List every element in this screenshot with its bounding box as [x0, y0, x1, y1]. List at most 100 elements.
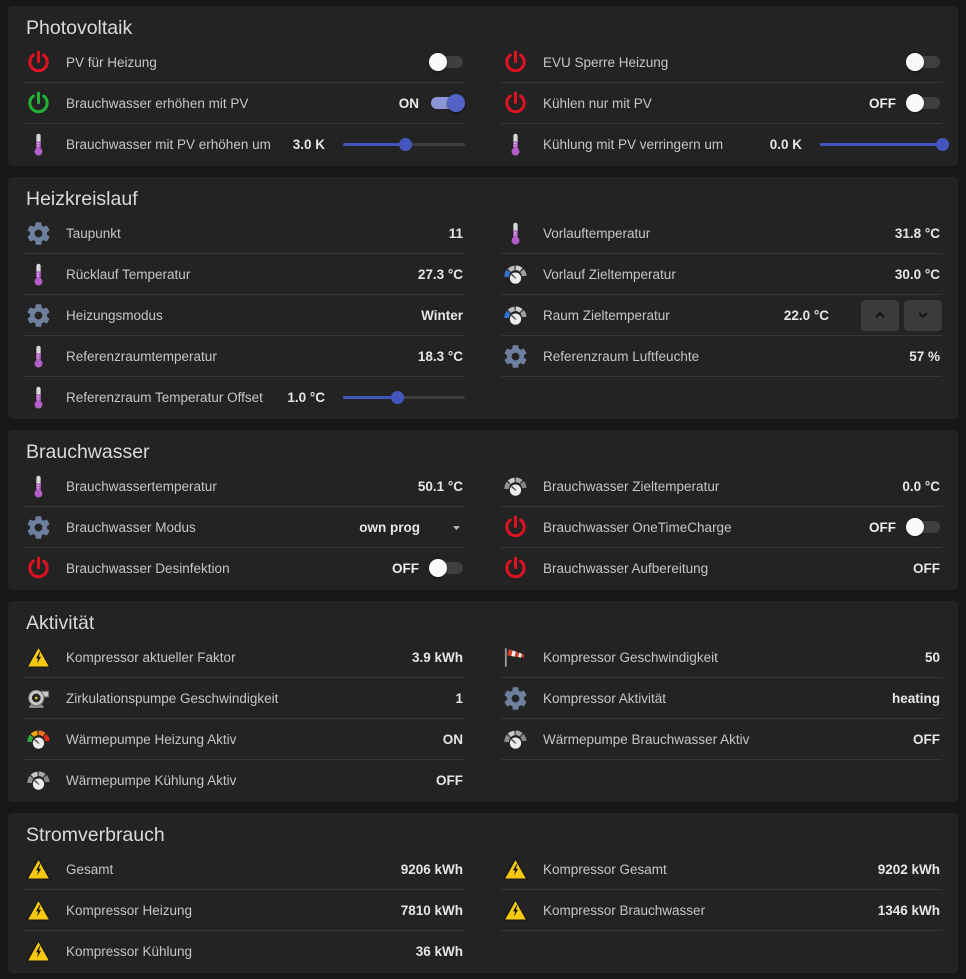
dropdown-caret-icon[interactable]: [448, 519, 465, 536]
increase-button[interactable]: [861, 299, 899, 331]
entity-value: 31.8 °C: [894, 225, 940, 241]
card-stromverbrauch: Stromverbrauch Gesamt 9206 kWh Kompressor …: [8, 813, 958, 973]
entity-value: 9202 kWh: [877, 861, 940, 877]
decrease-button[interactable]: [904, 299, 942, 331]
entity-label: Brauchwassertemperatur: [66, 478, 217, 494]
entity-label: Heizungsmodus: [66, 307, 163, 323]
card-title: Stromverbrauch: [26, 824, 165, 846]
entity-row[interactable]: Brauchwasser mit PV erhöhen um 3.0 K: [24, 124, 465, 164]
entity-label: Kompressor aktueller Faktor: [66, 649, 236, 665]
slider[interactable]: [343, 134, 465, 154]
entity-row[interactable]: Brauchwasser Aufbereitung OFF: [501, 548, 942, 588]
warning-icon: [24, 855, 52, 883]
entity-value: 11: [448, 225, 463, 241]
entity-value: own prog: [359, 519, 420, 535]
entity-row[interactable]: Kompressor Kühlung 36 kWh: [24, 931, 465, 971]
entity-label: Taupunkt: [66, 225, 121, 241]
entity-label: Vorlauftemperatur: [543, 225, 651, 241]
entity-label: Referenzraum Luftfeuchte: [543, 348, 700, 364]
entity-row[interactable]: Kühlen nur mit PV OFF: [501, 83, 942, 124]
warning-icon: [24, 896, 52, 924]
entity-row[interactable]: Zirkulationspumpe Geschwindigkeit 1: [24, 678, 465, 719]
slider[interactable]: [343, 387, 465, 407]
toggle-switch[interactable]: [906, 517, 942, 537]
thermometer-icon: [24, 342, 52, 370]
entity-row[interactable]: Heizungsmodus Winter: [24, 295, 465, 336]
card-column-left: Gesamt 9206 kWh Kompressor Heizung 7810 kWh…: [24, 849, 465, 971]
entity-label: Kühlung mit PV verringern um: [543, 136, 724, 152]
entity-value: 30.0 °C: [894, 266, 940, 282]
entity-row[interactable]: Brauchwasser Modus own prog: [24, 507, 465, 548]
entity-row[interactable]: Referenzraum Luftfeuchte 57 %: [501, 336, 942, 377]
entity-row[interactable]: PV für Heizung: [24, 42, 465, 83]
entity-label: Brauchwasser erhöhen mit PV: [66, 95, 249, 111]
thermometer-icon: [24, 130, 52, 158]
toggle-switch[interactable]: [429, 52, 465, 72]
card-column-right: Kompressor Geschwindigkeit 50 Kompressor A…: [501, 637, 942, 760]
card-heizkreislauf: Heizkreislauf Taupunkt 11 Rücklauf Tempera…: [8, 177, 958, 419]
entity-row[interactable]: Referenzraum Temperatur Offset 1.0 °C: [24, 377, 465, 417]
toggle-knob: [447, 94, 465, 112]
entity-row[interactable]: Referenzraumtemperatur 18.3 °C: [24, 336, 465, 377]
entity-row[interactable]: EVU Sperre Heizung: [501, 42, 942, 83]
entity-value: 3.0 K: [292, 136, 325, 152]
entity-row[interactable]: Brauchwasser Desinfektion OFF: [24, 548, 465, 588]
toggle-switch[interactable]: [429, 558, 465, 578]
warning-icon: [501, 896, 529, 924]
toggle-switch[interactable]: [906, 52, 942, 72]
slider[interactable]: [820, 134, 949, 154]
power-icon-red: [501, 554, 529, 582]
entity-row[interactable]: Kompressor Heizung 7810 kWh: [24, 890, 465, 931]
gauge-icon-gray: [24, 766, 52, 794]
toggle-switch[interactable]: [906, 93, 942, 113]
entity-row[interactable]: Wärmepumpe Heizung Aktiv ON: [24, 719, 465, 760]
entity-row[interactable]: Vorlauftemperatur 31.8 °C: [501, 213, 942, 254]
entity-row[interactable]: Vorlauf Zieltemperatur 30.0 °C: [501, 254, 942, 295]
entity-label: Wärmepumpe Kühlung Aktiv: [66, 772, 237, 788]
entity-row[interactable]: Kompressor Gesamt 9202 kWh: [501, 849, 942, 890]
entity-label: Raum Zieltemperatur: [543, 307, 670, 323]
card-column-right: EVU Sperre Heizung Kühlen nur mit PV OFF Kü…: [501, 42, 949, 164]
toggle-switch[interactable]: [429, 93, 465, 113]
entity-row[interactable]: Rücklauf Temperatur 27.3 °C: [24, 254, 465, 295]
entity-label: Kompressor Gesamt: [543, 861, 667, 877]
gear-icon: [501, 342, 529, 370]
entity-value: 50.1 °C: [417, 478, 463, 494]
entity-label: Brauchwasser mit PV erhöhen um: [66, 136, 271, 152]
card-columns: Gesamt 9206 kWh Kompressor Heizung 7810 kWh…: [24, 849, 942, 971]
windsock-icon: [501, 643, 529, 671]
slider-thumb[interactable]: [935, 137, 949, 151]
gear-icon: [24, 301, 52, 329]
entity-label: PV für Heizung: [66, 54, 157, 70]
power-icon-red: [24, 554, 52, 582]
card-columns: PV für Heizung Brauchwasser erhöhen mit P…: [24, 42, 949, 164]
thermometer-icon: [501, 130, 529, 158]
entity-row[interactable]: Brauchwasser erhöhen mit PV ON: [24, 83, 465, 124]
entity-row[interactable]: Wärmepumpe Brauchwasser Aktiv OFF: [501, 719, 942, 760]
entity-row[interactable]: Kompressor Aktivität heating: [501, 678, 942, 719]
entity-label: Gesamt: [66, 861, 114, 877]
entity-row[interactable]: Brauchwasser Zieltemperatur 0.0 °C: [501, 466, 942, 507]
entity-row[interactable]: Raum Zieltemperatur 22.0 °C: [501, 295, 942, 336]
card-title: Aktivität: [26, 612, 95, 634]
entity-row[interactable]: Kompressor Brauchwasser 1346 kWh: [501, 890, 942, 931]
card-column-left: Kompressor aktueller Faktor 3.9 kWh Zirkul…: [24, 637, 465, 800]
entity-value: heating: [891, 690, 940, 706]
entity-label: Brauchwasser Modus: [66, 519, 196, 535]
entity-row[interactable]: Kompressor Geschwindigkeit 50: [501, 637, 942, 678]
entity-row[interactable]: Taupunkt 11: [24, 213, 465, 254]
entity-row[interactable]: Kühlung mit PV verringern um 0.0 K: [501, 124, 949, 164]
entity-row[interactable]: Gesamt 9206 kWh: [24, 849, 465, 890]
entity-row[interactable]: Brauchwasser OneTimeCharge OFF: [501, 507, 942, 548]
slider-thumb[interactable]: [398, 137, 412, 151]
entity-row[interactable]: Kompressor aktueller Faktor 3.9 kWh: [24, 637, 465, 678]
toggle-knob: [906, 53, 924, 71]
entity-row[interactable]: Wärmepumpe Kühlung Aktiv OFF: [24, 760, 465, 800]
gear-icon: [501, 684, 529, 712]
entity-label: Brauchwasser Aufbereitung: [543, 560, 709, 576]
chevron-down-icon: [914, 306, 932, 324]
card-columns: Brauchwassertemperatur 50.1 °C Brauchwasse…: [24, 466, 942, 588]
slider-thumb[interactable]: [391, 390, 405, 404]
entity-row[interactable]: Brauchwassertemperatur 50.1 °C: [24, 466, 465, 507]
entity-value: 36 kWh: [415, 943, 463, 959]
